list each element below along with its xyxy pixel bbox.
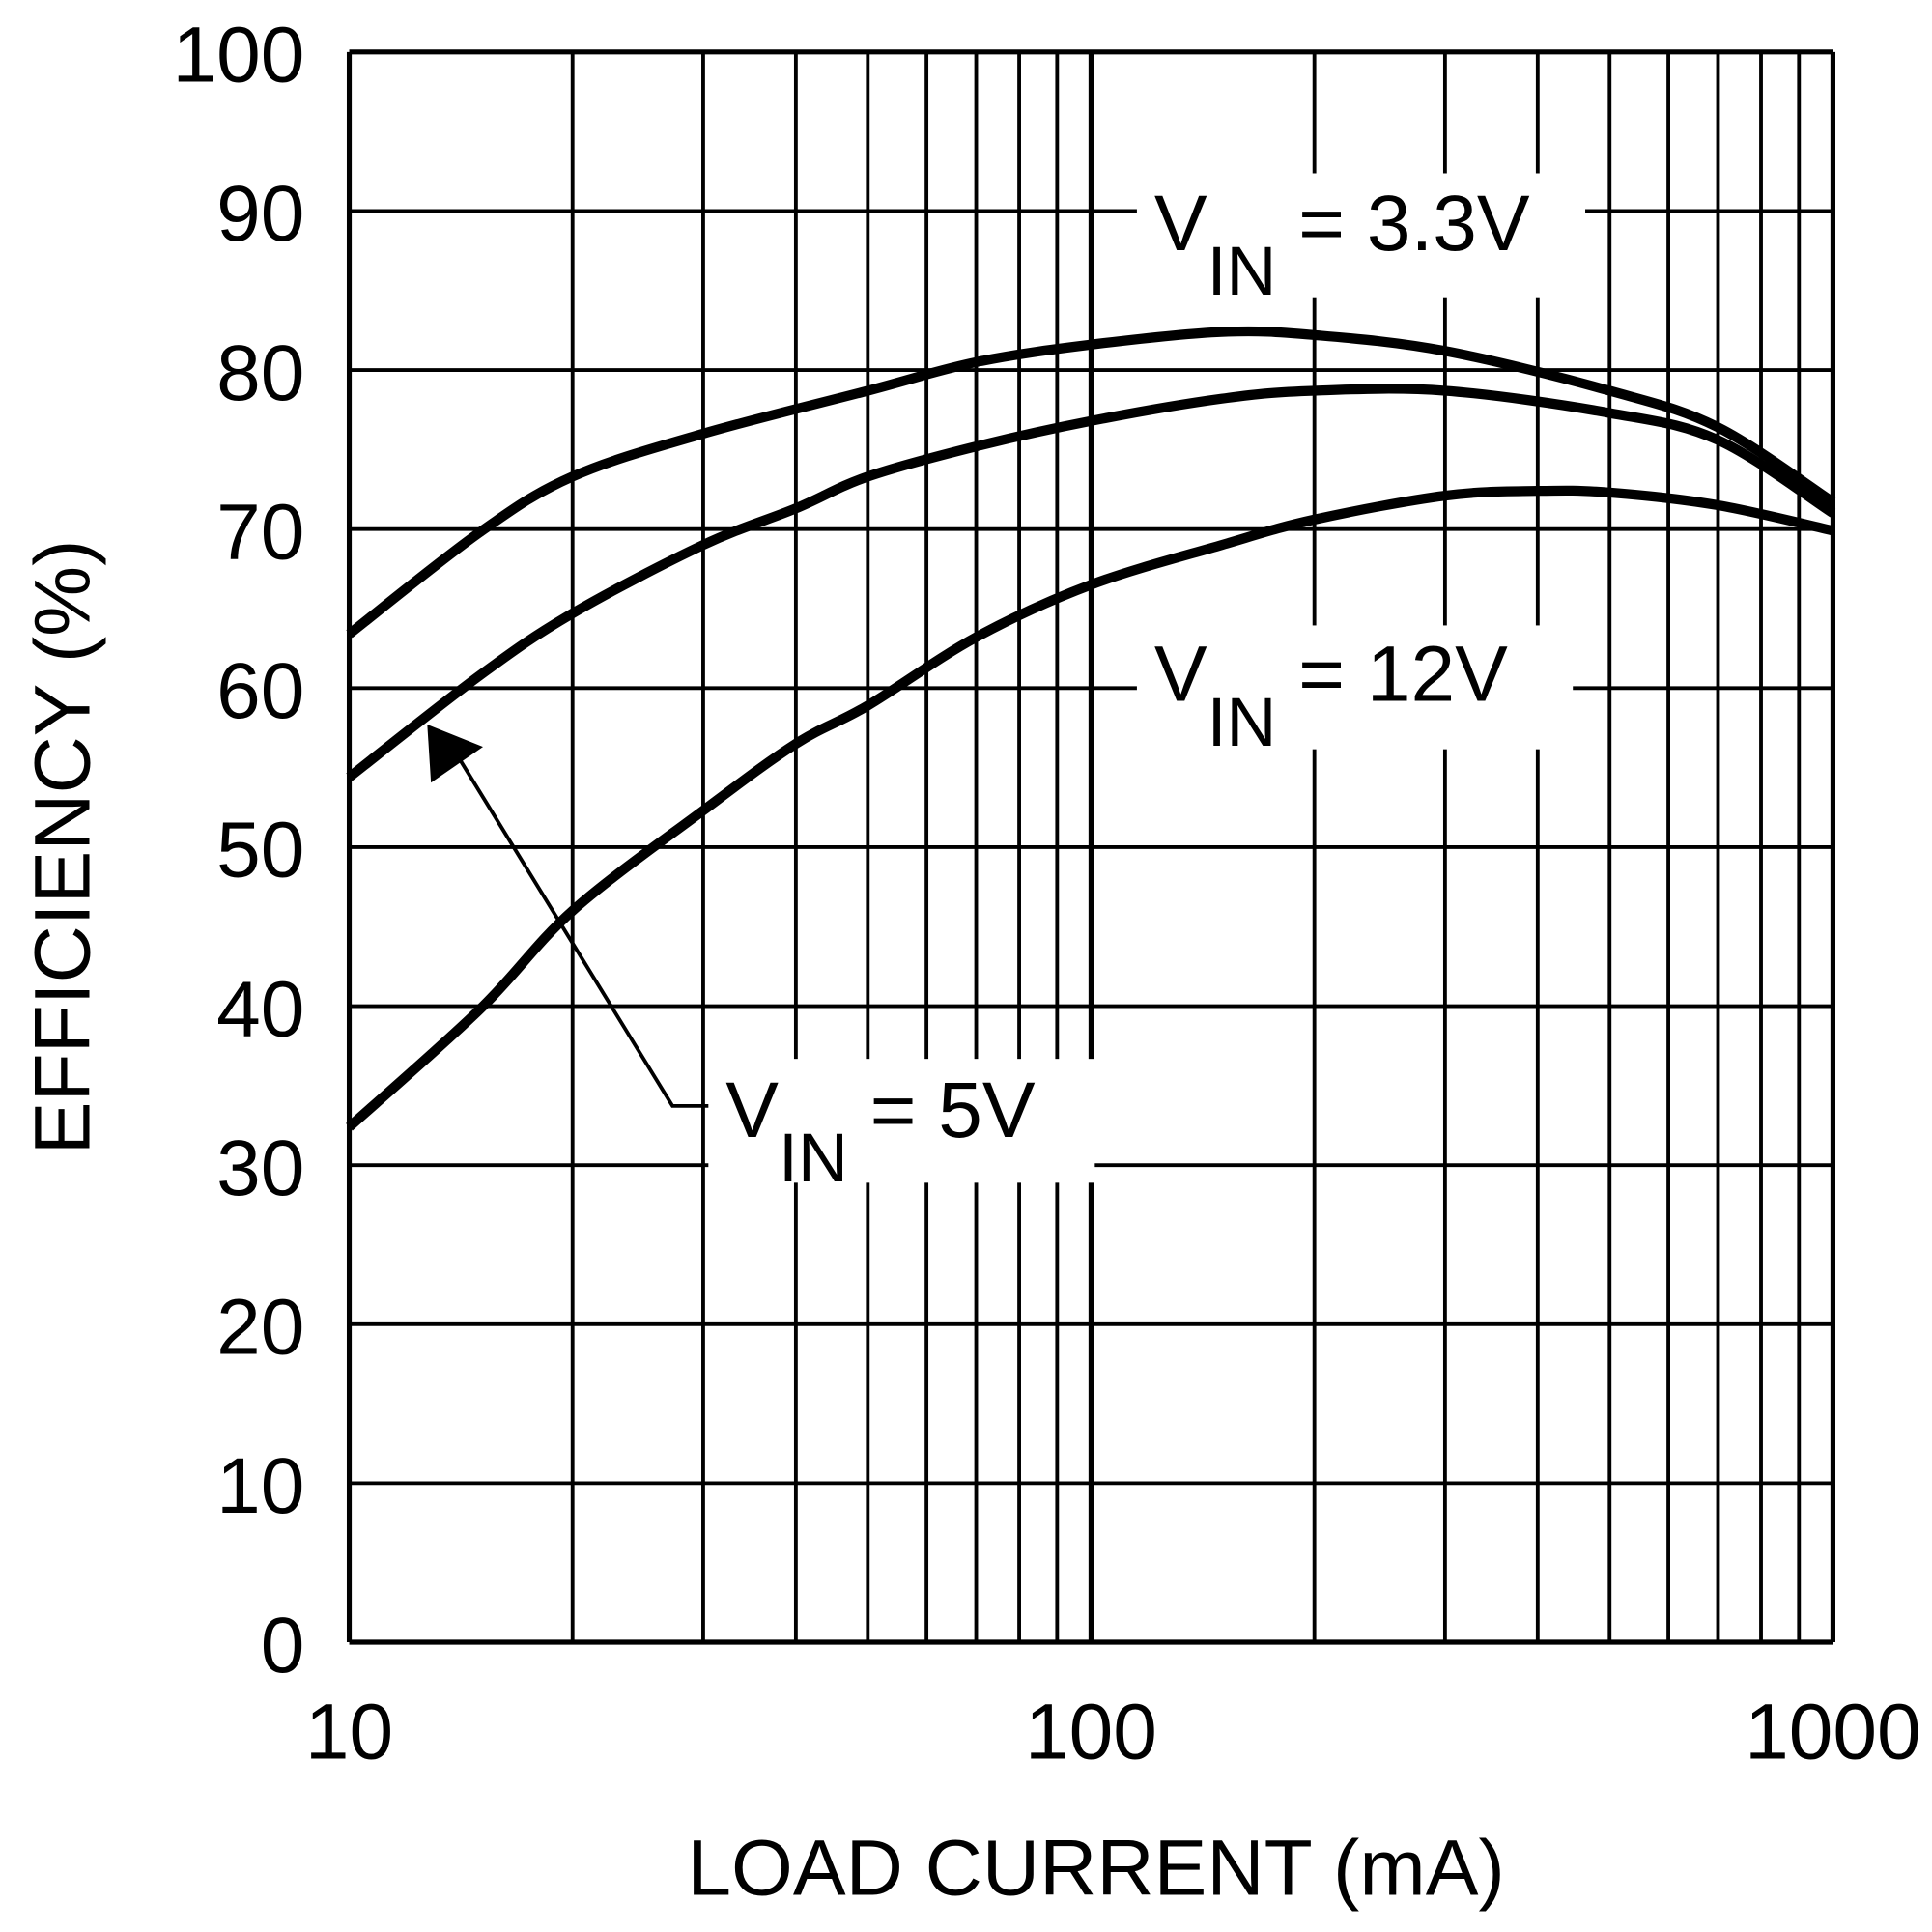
y-tick-label: 90 <box>216 170 304 258</box>
series-lines <box>346 326 1836 1131</box>
annotation-arrow-line <box>450 746 709 1108</box>
y-tick-label: 20 <box>216 1284 304 1372</box>
y-tick-labels: 0 10 20 30 40 50 60 70 80 90 100 <box>172 12 304 1690</box>
y-axis-label: EFFICIENCY (%) <box>18 540 106 1155</box>
y-tick-label: 10 <box>216 1442 304 1530</box>
y-tick-label: 40 <box>216 965 304 1053</box>
svg-text:VIN = 5V: VIN = 5V <box>725 1066 1036 1197</box>
series-line-vin-3-3v <box>346 326 1836 639</box>
y-tick-label: 80 <box>216 329 304 417</box>
y-tick-label: 70 <box>216 488 304 576</box>
y-tick-label: 100 <box>172 12 304 99</box>
grid <box>346 49 1836 1645</box>
annotation-arrowhead <box>427 724 483 783</box>
series-line-vin-12v <box>346 485 1834 1131</box>
y-tick-label: 0 <box>261 1602 305 1690</box>
x-tick-label: 100 <box>1025 1689 1157 1776</box>
svg-text:VIN = 3.3V: VIN = 3.3V <box>1154 180 1530 310</box>
y-tick-label: 30 <box>216 1124 304 1212</box>
x-tick-labels: 10 100 1000 <box>305 1689 1921 1776</box>
x-axis-label: LOAD CURRENT (mA) <box>687 1825 1504 1913</box>
series-line-vin-5v <box>346 384 1836 781</box>
svg-text:VIN = 12V: VIN = 12V <box>1154 631 1508 761</box>
y-tick-label: 60 <box>216 647 304 735</box>
y-tick-label: 50 <box>216 807 304 895</box>
label-vin-12v: VIN = 12V <box>1136 625 1574 761</box>
label-vin-3v3: VIN = 3.3V <box>1136 173 1586 310</box>
x-tick-label: 1000 <box>1745 1689 1921 1776</box>
label-vin-5v: VIN = 5V <box>427 724 1095 1197</box>
x-tick-label: 10 <box>305 1689 393 1776</box>
